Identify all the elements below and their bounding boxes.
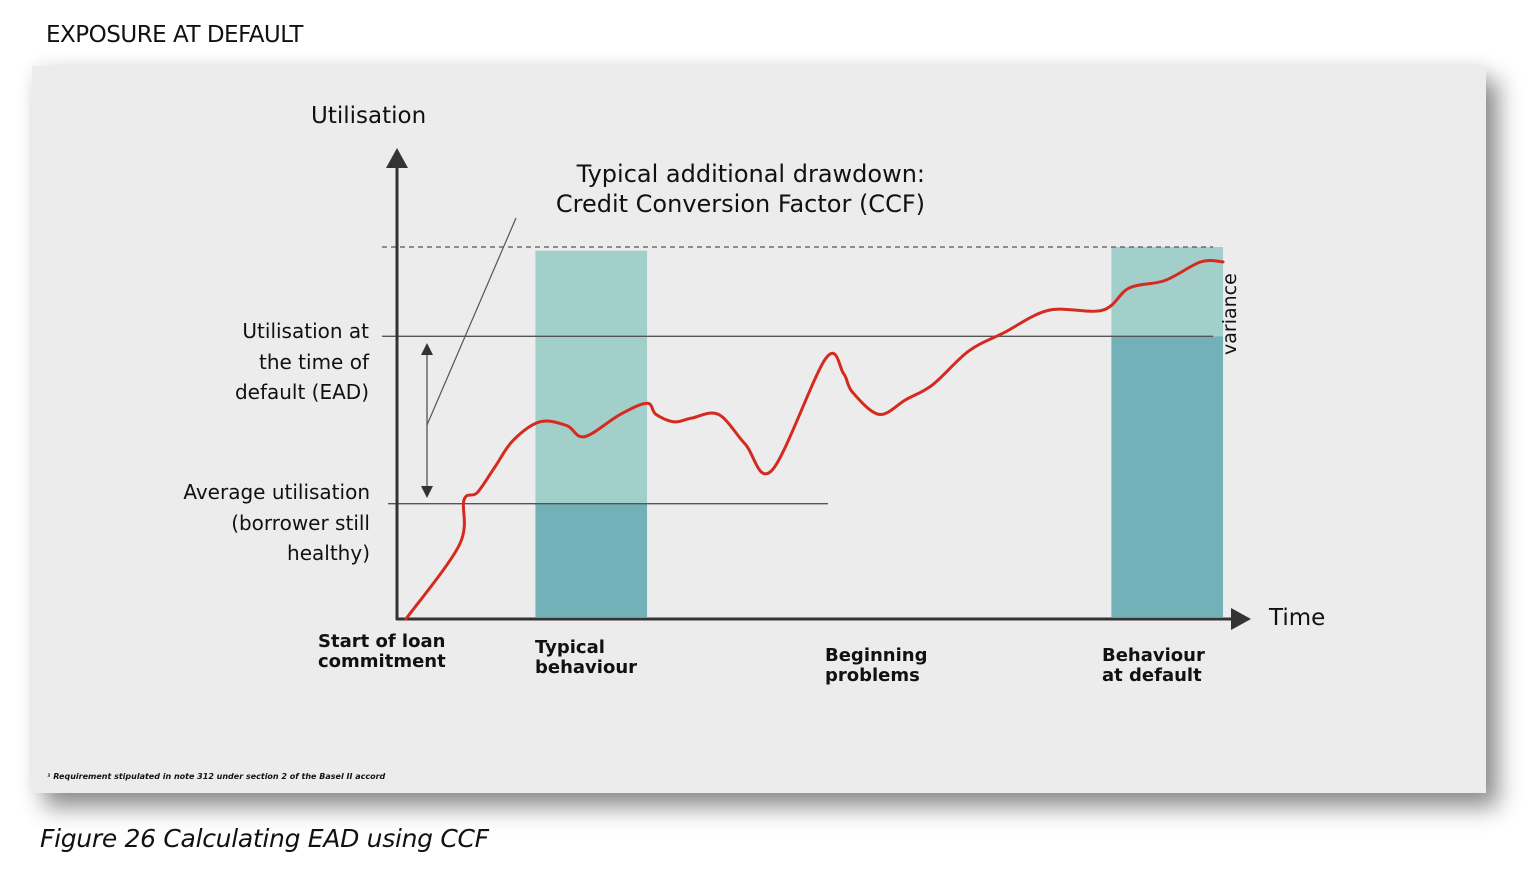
- ccf-leader-line: [426, 217, 517, 426]
- bar-behaviour-at-default-lower: [1111, 336, 1224, 617]
- y-axis-label: Utilisation: [311, 103, 426, 129]
- phase-problems-line-1: Beginning: [825, 645, 927, 666]
- figure-caption: Figure 26 Calculating EAD using CCF: [40, 824, 489, 853]
- variance-label: variance: [1219, 273, 1241, 355]
- ccf-arrow-down-icon: [421, 486, 433, 498]
- x-axis-label: Time: [1268, 605, 1325, 631]
- ccf-title-line-2: Credit Conversion Factor (CCF): [556, 190, 925, 218]
- avg-label-line-2: (borrower still: [231, 511, 370, 535]
- utilisation-curve: [404, 259, 1225, 621]
- bar-typical-behaviour-lower: [535, 503, 648, 617]
- phase-default-line-2: at default: [1102, 665, 1202, 686]
- footnote: ¹ Requirement stipulated in note 312 und…: [47, 772, 386, 781]
- avg-label-line-3: healthy): [287, 541, 370, 565]
- phase-problems-line-2: problems: [825, 665, 920, 686]
- page-heading: EXPOSURE AT DEFAULT: [46, 22, 303, 48]
- ead-label-line-3: default (EAD): [235, 380, 369, 404]
- figure-panel: [32, 66, 1486, 793]
- reference-lines: [382, 246, 1213, 505]
- x-axis-arrowhead-icon: [1231, 608, 1251, 630]
- y-axis-arrowhead-icon: [386, 148, 408, 168]
- phase-typical-line-2: behaviour: [535, 657, 637, 678]
- ead-label-line-1: Utilisation at: [242, 319, 369, 343]
- avg-label-line-1: Average utilisation: [183, 480, 370, 504]
- phase-start-line-1: Start of loan: [318, 631, 445, 652]
- ccf-arrow-up-icon: [421, 343, 433, 355]
- ccf-title-line-1: Typical additional drawdown:: [576, 160, 925, 188]
- phase-default-line-1: Behaviour: [1102, 645, 1205, 666]
- ead-label-line-2: the time of: [259, 350, 370, 374]
- phase-typical-line-1: Typical: [535, 637, 605, 658]
- bar-typical-behaviour-upper: [535, 250, 648, 504]
- bars-layer: [535, 247, 1224, 617]
- phase-start-line-2: commitment: [318, 651, 446, 672]
